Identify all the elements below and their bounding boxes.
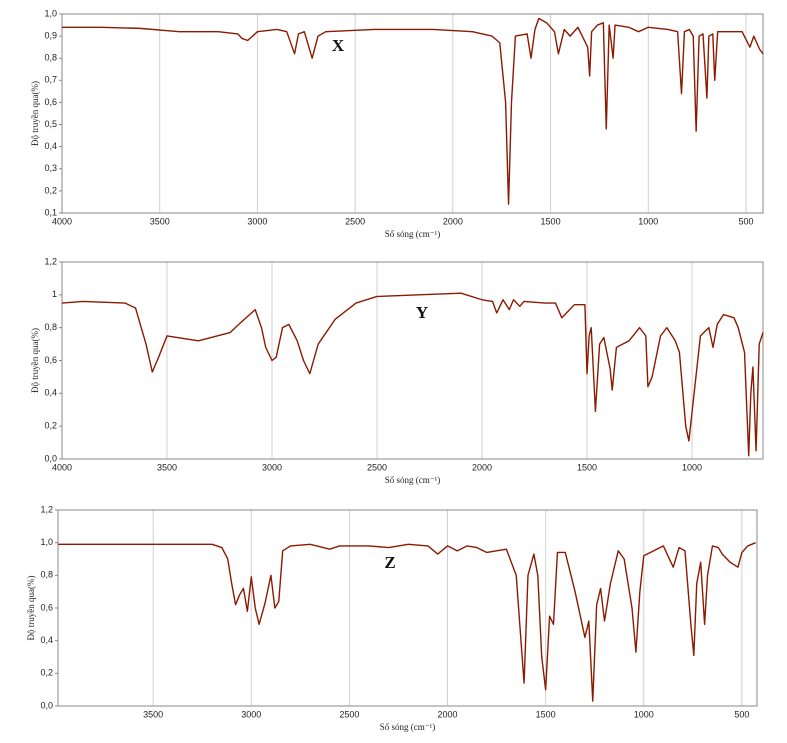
- annotation: X: [332, 36, 345, 55]
- spectrum-line: [61, 292, 764, 457]
- y-tick-label: 1,2: [44, 256, 57, 266]
- annotation: Z: [384, 553, 395, 572]
- x-tick-label: 3000: [262, 462, 282, 472]
- x-tick-label: 4000: [52, 216, 72, 226]
- y-tick-label: 0,2: [44, 421, 57, 431]
- x-axis-label: Số sóng (cm⁻¹): [385, 229, 440, 239]
- y-tick-label: 0,6: [44, 355, 57, 365]
- x-tick-label: 1000: [682, 462, 702, 472]
- x-tick-label: 2500: [367, 462, 387, 472]
- x-tick-label: 500: [738, 216, 753, 226]
- y-tick-label: 0,2: [44, 185, 57, 195]
- y-tick-label: 0,0: [40, 700, 53, 710]
- x-tick-label: 500: [734, 709, 749, 719]
- x-tick-label: 1500: [536, 709, 556, 719]
- y-tick-label: 0,8: [40, 570, 53, 580]
- x-tick-label: 3500: [157, 462, 177, 472]
- y-tick-label: 0,8: [44, 53, 57, 63]
- x-tick-label: 3500: [143, 709, 163, 719]
- annotation: Y: [416, 303, 428, 322]
- y-tick-label: 0,1: [44, 207, 57, 217]
- y-tick-label: 0,4: [44, 141, 57, 151]
- x-axis-label: Số sóng (cm⁻¹): [385, 475, 440, 485]
- plot-frame: [61, 261, 764, 460]
- plot-frame: [57, 509, 758, 707]
- y-tick-label: 0,3: [44, 163, 57, 173]
- x-tick-label: 4000: [52, 462, 72, 472]
- y-axis-label: Độ truyền qua(%): [30, 81, 40, 146]
- y-tick-label: 0,6: [40, 602, 53, 612]
- x-tick-label: 3000: [247, 216, 267, 226]
- x-tick-label: 1500: [577, 462, 597, 472]
- x-tick-label: 2500: [339, 709, 359, 719]
- y-tick-label: 1,0: [44, 8, 57, 18]
- x-axis-label: Số sóng (cm⁻¹): [380, 722, 435, 732]
- y-tick-label: 0,2: [40, 668, 53, 678]
- y-tick-label: 0,6: [44, 97, 57, 107]
- y-tick-label: 0,8: [44, 322, 57, 332]
- x-tick-label: 2000: [438, 709, 458, 719]
- spectrum-line: [62, 17, 764, 205]
- y-tick-label: 0,9: [44, 30, 57, 40]
- y-tick-label: 1,0: [40, 537, 53, 547]
- y-tick-label: 1,2: [40, 504, 53, 514]
- x-tick-label: 1000: [634, 709, 654, 719]
- y-tick-label: 0,4: [44, 388, 57, 398]
- x-tick-label: 1500: [541, 216, 561, 226]
- x-tick-label: 1000: [638, 216, 658, 226]
- y-tick-label: 1: [52, 289, 57, 299]
- plot-frame: [61, 13, 764, 214]
- x-tick-label: 2000: [443, 216, 463, 226]
- x-tick-label: 2500: [345, 216, 365, 226]
- y-axis-label: Độ truyền qua(%): [30, 328, 40, 393]
- y-tick-label: 0,4: [40, 635, 53, 645]
- y-axis-label: Độ truyền qua(%): [26, 576, 36, 641]
- x-tick-label: 2000: [472, 462, 492, 472]
- spectrum-line: [58, 542, 756, 702]
- y-tick-label: 0,7: [44, 75, 57, 85]
- x-tick-label: 3000: [241, 709, 261, 719]
- y-tick-label: 0,5: [44, 119, 57, 129]
- x-tick-label: 3500: [150, 216, 170, 226]
- y-tick-label: 0,0: [44, 453, 57, 463]
